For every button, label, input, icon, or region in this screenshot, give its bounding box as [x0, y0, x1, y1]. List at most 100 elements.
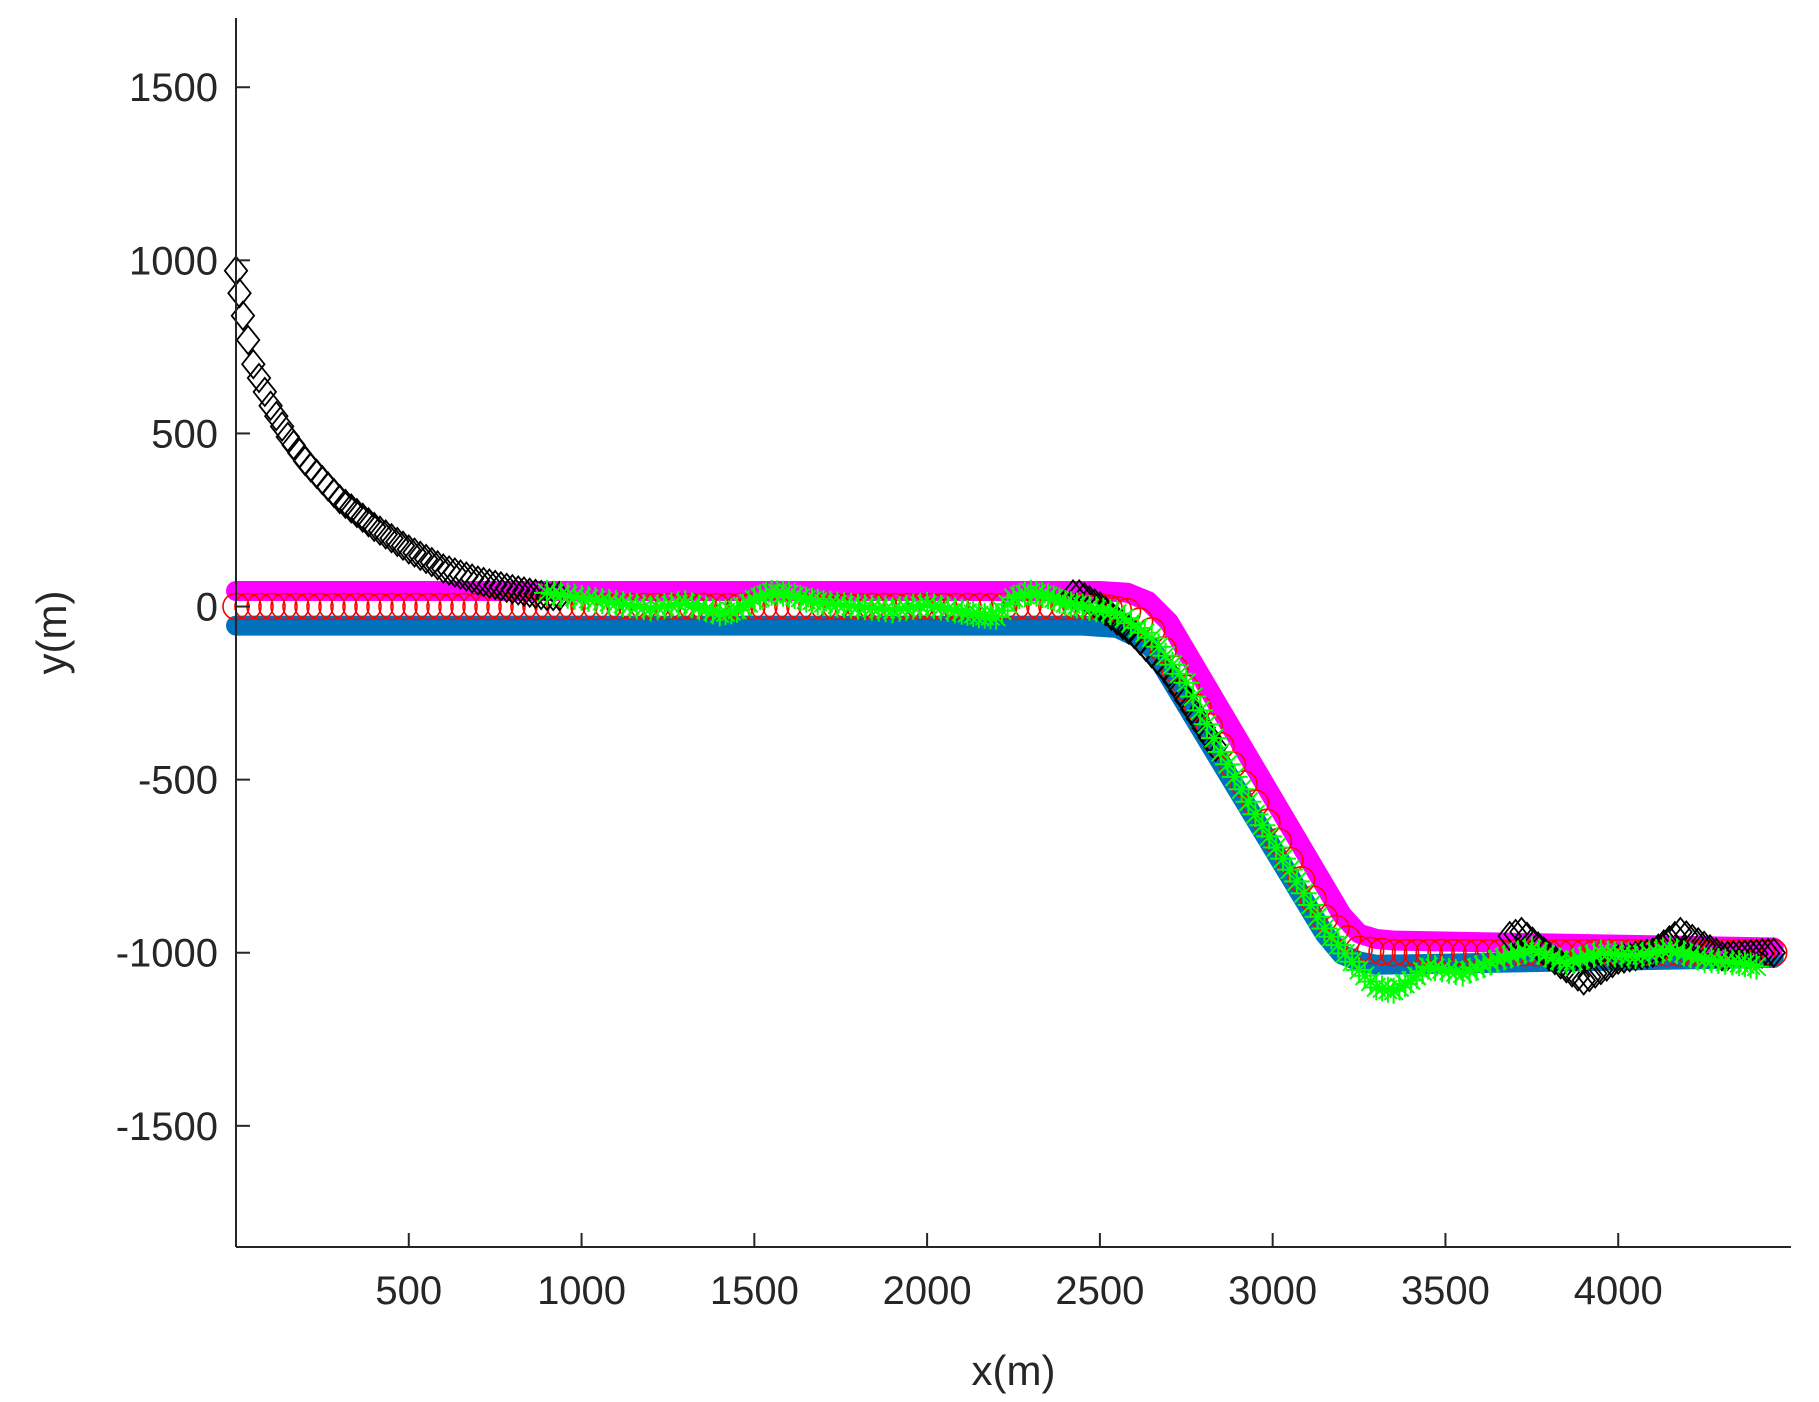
diamond-marker [1203, 731, 1228, 763]
asterisk-marker [1456, 957, 1483, 984]
asterisk-marker [1518, 936, 1545, 963]
asterisk-marker [1415, 953, 1442, 980]
asterisk-marker [1090, 597, 1117, 624]
asterisk-marker [1380, 977, 1407, 1004]
series-band-1 [226, 581, 1784, 958]
x-tick-label: 2500 [1055, 1269, 1144, 1313]
asterisk-marker [1152, 642, 1179, 669]
asterisk-marker [1442, 959, 1469, 986]
circle-marker [378, 592, 406, 621]
asterisk-marker [1684, 944, 1711, 971]
asterisk-marker [1664, 938, 1690, 965]
asterisk-marker [1392, 970, 1419, 997]
circle-marker [294, 592, 322, 621]
diamond-marker [1577, 961, 1602, 993]
circle-marker [1356, 936, 1385, 965]
asterisk-marker [1180, 683, 1207, 710]
asterisk-marker [775, 581, 802, 608]
diamond-marker [1697, 933, 1723, 965]
asterisk-marker [658, 592, 685, 619]
asterisk-marker [1063, 592, 1090, 619]
asterisk-marker [1726, 950, 1753, 977]
asterisk-marker [1035, 583, 1062, 610]
circle-marker [366, 592, 394, 621]
diamond-marker [1191, 712, 1216, 744]
diamond-marker [269, 411, 295, 442]
diamond-marker [361, 511, 387, 543]
asterisk-marker [1076, 594, 1103, 621]
x-tick-label: 3500 [1401, 1269, 1490, 1313]
y-tick-label: 1000 [129, 239, 218, 283]
diamond-marker [384, 526, 410, 558]
diamond-marker [511, 576, 537, 607]
circle-marker [498, 592, 526, 621]
asterisk-marker [1477, 949, 1504, 976]
asterisk-marker [596, 589, 623, 615]
asterisk-marker [1166, 660, 1193, 687]
asterisk-marker [914, 591, 941, 618]
asterisk-marker [718, 598, 745, 625]
asterisk-marker [724, 597, 751, 623]
asterisk-marker [781, 583, 808, 610]
circle-marker [258, 592, 286, 621]
asterisk-marker [927, 594, 954, 621]
x-tick-label: 4000 [1574, 1269, 1663, 1313]
asterisk-marker [1235, 788, 1262, 815]
diamond-marker [356, 506, 381, 538]
asterisk-marker [1386, 974, 1413, 1001]
asterisk-marker [630, 594, 657, 621]
diamond-marker [396, 533, 422, 565]
x-tick-label: 3000 [1228, 1269, 1317, 1313]
x-tick-label: 2000 [883, 1269, 972, 1313]
diamond-marker [373, 518, 399, 550]
circle-marker [1391, 938, 1420, 967]
asterisk-marker [1574, 943, 1601, 970]
asterisk-marker [1111, 605, 1138, 632]
asterisk-marker [637, 595, 664, 622]
circle-marker [270, 592, 298, 621]
diamond-marker [1668, 916, 1693, 948]
asterisk-marker [1207, 738, 1234, 765]
diamond-marker [379, 522, 404, 554]
y-tick-label: -1000 [116, 932, 218, 976]
axes: 500 1000 1500 2000 2500 3000 3500 4000 -1500 -100… [116, 18, 1791, 1313]
asterisk-marker [1650, 937, 1677, 964]
asterisk-marker [1422, 955, 1449, 981]
diamond-marker [240, 348, 266, 380]
asterisk-marker [954, 599, 981, 626]
diamond-marker [390, 530, 416, 562]
asterisk-marker [1737, 952, 1764, 979]
diamond-marker [367, 515, 393, 547]
asterisk-marker [793, 586, 820, 613]
diamond-marker [338, 492, 364, 524]
asterisk-marker [1249, 812, 1276, 839]
diamond-marker [1087, 591, 1113, 622]
asterisk-marker [1083, 596, 1110, 623]
circle-marker [1368, 937, 1396, 966]
diamond-marker [1168, 675, 1193, 707]
asterisk-marker [1553, 950, 1580, 977]
x-tick-label: 500 [375, 1269, 442, 1313]
series-band-line [226, 615, 1784, 975]
x-axis-title: x(m) [972, 1347, 1056, 1394]
asterisk-marker [1363, 974, 1390, 1001]
asterisk-marker [1040, 585, 1067, 612]
asterisk-marker [1677, 942, 1704, 969]
diamond-marker [227, 277, 252, 309]
asterisk-marker [693, 596, 719, 623]
series-asterisk-4 [534, 579, 1770, 1004]
diamond-marker [494, 572, 520, 604]
asterisk-marker [1006, 583, 1033, 610]
diamond-marker [1709, 940, 1735, 972]
asterisk-marker [1276, 856, 1303, 883]
asterisk-marker [706, 600, 733, 627]
asterisk-marker [1159, 651, 1186, 678]
asterisk-marker [610, 591, 636, 618]
asterisk-marker [1242, 801, 1269, 828]
asterisk-marker [1629, 941, 1656, 968]
asterisk-marker [735, 590, 762, 617]
asterisk-marker [1567, 946, 1594, 972]
asterisk-marker [540, 580, 567, 607]
diamond-marker [402, 537, 427, 569]
